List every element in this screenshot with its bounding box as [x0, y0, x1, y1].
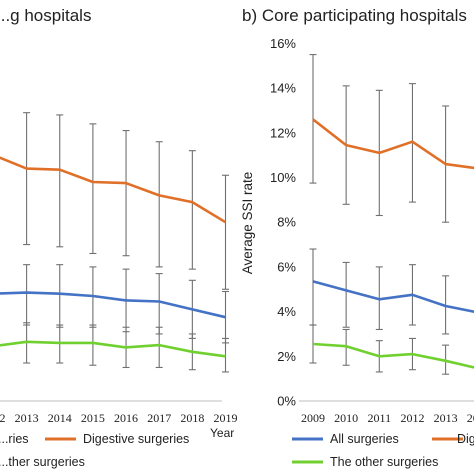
panel-a-legend: ...ries Digestive surgeries ...ther surger… [0, 432, 189, 469]
error-bar-all-surgeries-2014 [56, 264, 64, 328]
y-tick-label: 14% [270, 81, 296, 96]
series-line-all-surgeries [0, 291, 226, 319]
panel-a-x-axis-label: Year [210, 426, 234, 440]
error-bar-digestive-surgeries-2017 [155, 141, 163, 268]
panel-b-series-lines [312, 118, 474, 369]
panel-b-legend: All surgeries Dig... The other surgeries [292, 432, 474, 469]
x-tick-label: 2013 [15, 411, 39, 425]
legend-item: ...ries [0, 432, 29, 446]
panel-b-error-bars [309, 54, 450, 375]
legend-label: Digestive surgeries [83, 432, 189, 446]
panel-b-x-tick-labels: 20092010201120122013201420 [301, 411, 474, 425]
legend-item: Digestive surgeries [45, 432, 189, 446]
legend-item: All surgeries [292, 432, 399, 446]
panel-a-error-bars [23, 112, 229, 373]
error-bar-digestive-surgeries-2015 [89, 123, 97, 255]
error-bar-digestive-surgeries-2014 [56, 114, 64, 248]
legend-item: The other surgeries [292, 455, 438, 469]
legend-label: Dig... [457, 432, 474, 446]
legend-label: The other surgeries [330, 455, 438, 469]
y-tick-label: 4% [277, 304, 296, 319]
error-bar-digestive-surgeries-2018 [188, 150, 196, 270]
legend-label: ...ries [0, 432, 29, 446]
x-tick-label: 2015 [81, 411, 105, 425]
error-bar-all-surgeries-2010 [342, 261, 350, 328]
panel-b-title: b) Core participating hospitals [242, 6, 467, 25]
x-tick-label: 2013 [434, 411, 458, 425]
series-line-digestive-surgeries [312, 118, 474, 170]
error-bar-digestive-surgeries-2019 [222, 174, 229, 290]
error-bar-all-surgeries-2009 [309, 248, 317, 326]
y-tick-label: 0% [277, 394, 296, 409]
x-tick-label: 2009 [301, 411, 325, 425]
x-tick-label: 2017 [147, 411, 171, 425]
x-tick-label: 2014 [48, 411, 72, 425]
error-bar-the-other-surgeries-2015 [89, 324, 97, 366]
error-bar-all-surgeries-2013 [23, 264, 31, 326]
error-bar-digestive-surgeries-2009 [309, 54, 317, 184]
y-tick-label: 6% [277, 259, 296, 274]
series-line-all-surgeries [312, 280, 474, 314]
legend-item: ...ther surgeries [0, 455, 85, 469]
series-line-the-other-surgeries [312, 342, 474, 369]
x-tick-label: 2016 [114, 411, 138, 425]
error-bar-digestive-surgeries-2016 [122, 130, 130, 257]
x-tick-label: 2018 [180, 411, 204, 425]
y-tick-label: 16% [270, 36, 296, 51]
x-tick-label: 2011 [368, 411, 392, 425]
y-tick-label: 8% [277, 215, 296, 230]
x-tick-label: 2014 [467, 411, 474, 425]
y-tick-label: 12% [270, 125, 296, 140]
series-line-the-other-surgeries [0, 340, 226, 358]
error-bar-all-surgeries-2017 [155, 273, 163, 335]
series-line-digestive-surgeries [0, 156, 227, 224]
x-tick-label: 2012 [0, 411, 5, 425]
legend-item: Dig... [432, 432, 474, 446]
panel-a-x-tick-labels: 2012 2013 2014 2015 2016 2017 2018 2019 [0, 411, 238, 425]
legend-label: All surgeries [330, 432, 399, 446]
error-bar-the-other-surgeries-2017 [155, 326, 163, 369]
panel-a-title: ...g hospitals [0, 6, 91, 25]
x-tick-label: 2010 [334, 411, 358, 425]
x-tick-label: 2019 [214, 411, 238, 425]
y-tick-label: 2% [277, 349, 296, 364]
y-tick-label: 10% [270, 170, 296, 185]
x-tick-label: 2012 [400, 411, 424, 425]
legend-label: ...ther surgeries [0, 455, 85, 469]
panel-b: b) Core participating hospitals Average … [240, 6, 474, 469]
panel-b-y-tick-labels: 0% 2% 4% 6% 8% 10% 12% 14% 16% [270, 36, 296, 409]
error-bar-digestive-surgeries-2013 [23, 112, 31, 246]
panel-a: ...g hospitals 2012201320142015201620172… [0, 6, 238, 469]
panel-a-series-lines [0, 156, 227, 358]
panel-b-y-axis-label: Average SSI rate [240, 172, 255, 275]
